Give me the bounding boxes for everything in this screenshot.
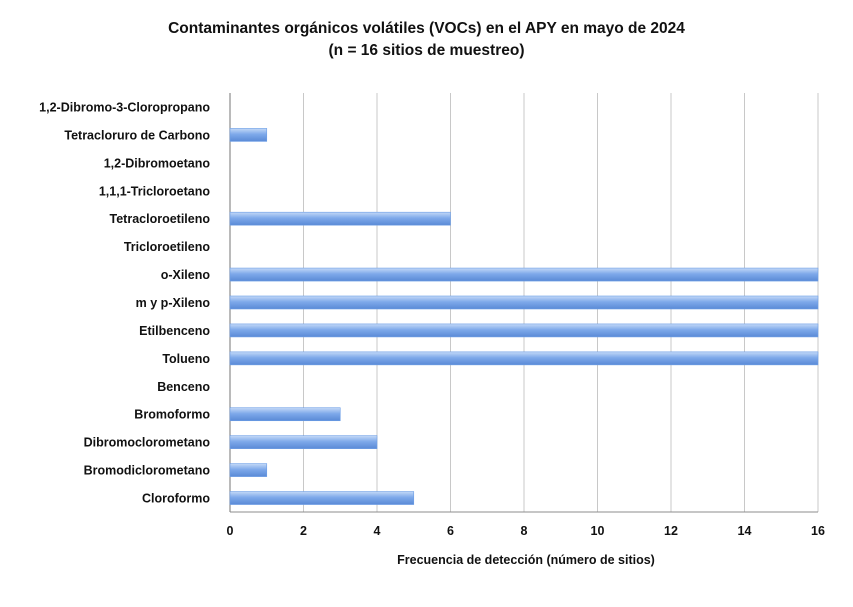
x-axis-title: Frecuencia de detección (número de sitio…	[397, 553, 655, 567]
x-tick-label: 12	[664, 524, 678, 538]
chart-subtitle: (n = 16 sitios de muestreo)	[328, 42, 525, 59]
bar	[229, 491, 415, 505]
bar	[229, 323, 819, 338]
x-tick-label: 0	[227, 524, 234, 538]
bar	[229, 435, 378, 449]
category-label: Benceno	[157, 380, 210, 394]
category-label: Bromoformo	[134, 408, 210, 422]
bar	[229, 463, 268, 477]
category-label: Bromodiclorometano	[84, 464, 211, 478]
bar	[229, 407, 341, 422]
category-label: 1,1,1-Tricloroetano	[99, 184, 211, 198]
x-tick-label: 14	[738, 524, 752, 538]
bar	[229, 211, 451, 226]
category-label: Cloroformo	[142, 492, 210, 506]
bar	[229, 351, 819, 366]
bar	[229, 295, 819, 310]
category-labels: 1,2-Dibromo-3-Cloropropano Tetracloruro d…	[39, 100, 210, 505]
category-label: m y p-Xileno	[136, 296, 211, 310]
chart-title: Contaminantes orgánicos volátiles (VOCs)…	[168, 20, 685, 37]
x-tick-label: 2	[300, 524, 307, 538]
category-label: Tetracloroetileno	[110, 212, 211, 226]
category-label: 1,2-Dibromoetano	[104, 156, 211, 170]
x-tick-label: 6	[447, 524, 454, 538]
bar	[229, 267, 819, 282]
x-tick-label: 10	[591, 524, 605, 538]
category-label: o-Xileno	[161, 268, 211, 282]
category-label: Tricloroetileno	[124, 240, 210, 254]
x-tick-label: 4	[374, 524, 381, 538]
bar	[229, 128, 268, 142]
category-label: Dibromoclorometano	[84, 436, 211, 450]
x-tick-label: 16	[811, 524, 825, 538]
x-tick-label: 8	[521, 524, 528, 538]
x-tick-labels: 0 2 4 6 8 10 12 14 16	[227, 524, 825, 538]
bars	[229, 128, 819, 505]
category-label: 1,2-Dibromo-3-Cloropropano	[39, 100, 210, 114]
category-label: Tolueno	[162, 352, 210, 366]
category-label: Etilbenceno	[139, 324, 210, 338]
category-label: Tetracloruro de Carbono	[64, 128, 210, 142]
